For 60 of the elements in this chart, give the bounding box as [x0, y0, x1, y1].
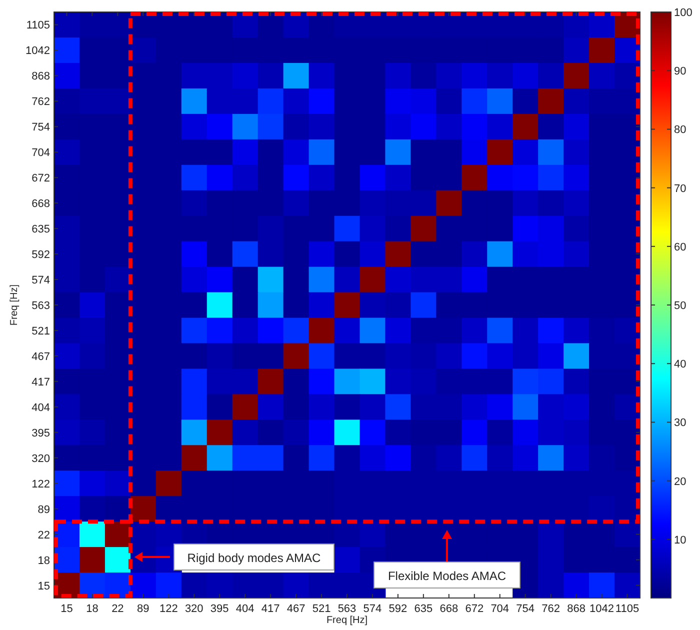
color-bar-label: 60	[674, 241, 686, 254]
x-tick-label: 672	[465, 603, 484, 615]
color-bar-label: 50	[674, 300, 686, 312]
color-bar-label: 40	[674, 358, 686, 371]
y-tick-label: 521	[32, 325, 50, 338]
annotation: Flexible Modes AMAC	[388, 569, 506, 583]
y-tick-label: 404	[32, 402, 50, 414]
y-tick-label: 704	[32, 147, 50, 160]
y-tick-label: 868	[32, 70, 50, 83]
y-tick-label: 563	[32, 300, 50, 312]
y-tick-label: 395	[32, 427, 50, 440]
x-tick-label: 1105	[615, 603, 640, 615]
x-tick-label: 754	[516, 603, 535, 615]
color-bar-label: 100	[674, 7, 692, 19]
y-tick-label: 1042	[26, 45, 50, 58]
y-tick-label: 672	[32, 172, 50, 185]
y-tick-label: 417	[32, 376, 50, 388]
y-tick-label: 122	[32, 478, 50, 490]
y-tick-label: 89	[38, 504, 50, 516]
x-tick-label: 122	[159, 603, 178, 615]
y-tick-label: 762	[32, 96, 50, 108]
y-tick-label: 320	[32, 452, 50, 465]
annotation: Rigid body modes AMAC	[187, 551, 322, 565]
x-tick-label: 404	[236, 603, 254, 615]
y-tick-label: 18	[38, 554, 50, 567]
y-tick-label: 592	[32, 249, 50, 262]
x-tick-label: 89	[137, 603, 150, 615]
x-tick-label: 868	[567, 603, 586, 615]
y-tick-label: 467	[32, 350, 50, 363]
color-bar-label: 80	[674, 124, 686, 136]
x-tick-label: 1042	[590, 603, 614, 615]
x-tick-label: 395	[210, 603, 229, 615]
x-tick-label: 15	[60, 603, 73, 615]
color-bar-label: 90	[674, 66, 686, 78]
x-tick-label: 704	[490, 603, 510, 615]
color-bar-label: 10	[674, 534, 686, 546]
x-tick-label: 521	[312, 603, 331, 615]
x-tick-label: 22	[112, 603, 124, 615]
color-bar-label: 20	[674, 476, 686, 488]
x-axis-title: Freq [Hz]	[326, 615, 368, 626]
x-tick-label: 574	[363, 603, 382, 615]
x-tick-label: 762	[542, 603, 560, 615]
x-tick-label: 592	[388, 603, 408, 615]
x-tick-label: 18	[86, 603, 98, 615]
y-tick-label: 574	[32, 274, 50, 287]
y-tick-label: 15	[38, 580, 50, 592]
y-tick-label: 635	[32, 224, 50, 236]
x-tick-label: 563	[338, 603, 356, 615]
x-tick-label: 668	[440, 603, 458, 615]
x-tick-label: 635	[414, 603, 433, 615]
y-axis-title: Freq [Hz]	[9, 284, 20, 326]
x-tick-label: 467	[286, 603, 306, 615]
color-bar-label: 70	[674, 182, 686, 195]
y-tick-label: 22	[38, 529, 50, 542]
x-tick-label: 417	[261, 603, 280, 615]
y-tick-label: 1105	[26, 20, 50, 32]
x-tick-label: 320	[184, 603, 204, 615]
y-tick-label: 754	[32, 122, 50, 134]
color-bar-label: 30	[674, 417, 686, 430]
y-tick-label: 668	[32, 198, 50, 210]
